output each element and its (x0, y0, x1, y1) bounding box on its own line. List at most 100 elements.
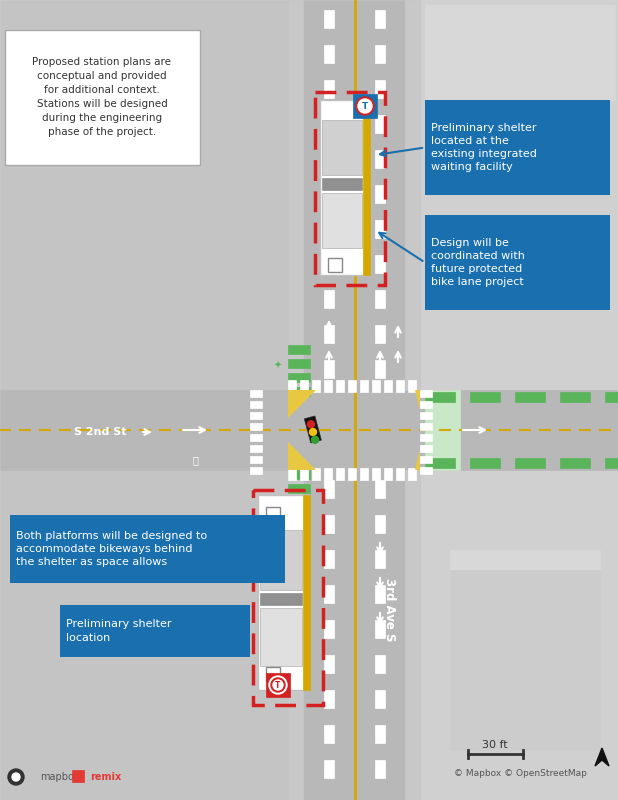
Bar (408, 380, 416, 392)
Bar (250, 456, 262, 463)
Bar (425, 215, 610, 310)
Circle shape (269, 676, 287, 694)
Bar (304, 416, 321, 443)
Bar (375, 325, 385, 343)
Bar (0, 390, 618, 470)
Text: remix: remix (90, 772, 121, 782)
Bar (375, 150, 385, 168)
Bar (288, 373, 310, 382)
Bar (322, 178, 362, 190)
Polygon shape (415, 450, 420, 470)
Bar (324, 150, 334, 168)
Bar (250, 445, 262, 452)
Bar (353, 94, 377, 118)
Text: Preliminary shelter
location: Preliminary shelter location (66, 619, 172, 642)
Bar (324, 725, 334, 743)
Bar (450, 570, 600, 750)
Bar (266, 673, 290, 697)
Bar (324, 690, 334, 708)
Bar (324, 115, 334, 133)
Bar (384, 468, 392, 480)
Bar (425, 390, 460, 470)
Circle shape (311, 436, 318, 443)
Bar (420, 434, 432, 441)
Bar (405, 0, 420, 390)
Bar (336, 468, 344, 480)
Bar (375, 220, 385, 238)
Bar (360, 468, 368, 480)
Text: ✦: ✦ (274, 361, 282, 371)
Bar (253, 490, 323, 705)
Bar (324, 620, 334, 638)
Bar (72, 770, 84, 782)
Bar (420, 0, 618, 390)
Bar (260, 608, 302, 666)
Bar (288, 468, 296, 480)
Polygon shape (288, 390, 316, 418)
Bar (324, 760, 334, 778)
Bar (324, 515, 334, 533)
Bar (375, 620, 385, 638)
Bar (250, 412, 262, 419)
Bar (303, 495, 310, 690)
Bar (384, 380, 392, 392)
Bar (250, 423, 262, 430)
Circle shape (358, 99, 372, 113)
Bar (320, 100, 370, 275)
Circle shape (8, 769, 24, 785)
Bar (363, 100, 370, 275)
Bar (250, 401, 262, 408)
Text: © Mapbox © OpenStreetMap: © Mapbox © OpenStreetMap (454, 769, 586, 778)
Bar (420, 456, 432, 463)
Text: 3rd Ave S: 3rd Ave S (384, 578, 397, 642)
Bar (324, 80, 334, 98)
Bar (250, 467, 262, 474)
Bar (324, 550, 334, 568)
Text: T: T (362, 102, 368, 111)
Text: 30 ft: 30 ft (482, 740, 508, 750)
Bar (324, 255, 334, 273)
Bar (288, 0, 420, 800)
Bar (324, 655, 334, 673)
Bar (315, 92, 385, 285)
Bar (375, 115, 385, 133)
Bar (420, 470, 618, 800)
Bar (396, 468, 404, 480)
Bar (420, 445, 432, 452)
Bar (288, 0, 303, 390)
Bar (360, 380, 368, 392)
Bar (425, 392, 455, 402)
Bar (396, 380, 404, 392)
Text: mapbox: mapbox (40, 772, 79, 782)
Bar (324, 468, 332, 480)
Bar (328, 258, 342, 272)
Bar (288, 359, 310, 368)
Bar (260, 530, 302, 590)
Bar (288, 470, 310, 479)
Bar (605, 392, 618, 402)
Bar (405, 470, 420, 800)
Bar (260, 593, 302, 605)
Bar (515, 458, 545, 468)
Polygon shape (595, 748, 609, 766)
Bar (375, 290, 385, 308)
Bar (266, 667, 280, 681)
Circle shape (273, 680, 283, 690)
Text: T: T (275, 681, 281, 690)
Bar (322, 193, 362, 248)
Text: Preliminary shelter
located at the
existing integrated
waiting facility: Preliminary shelter located at the exist… (431, 122, 537, 172)
Bar (288, 345, 310, 354)
Bar (375, 185, 385, 203)
Bar (322, 120, 362, 175)
Bar (420, 390, 432, 397)
Circle shape (307, 421, 315, 428)
Bar (288, 380, 296, 392)
Circle shape (271, 678, 285, 692)
Bar (288, 484, 310, 493)
Bar (324, 10, 334, 28)
Bar (375, 80, 385, 98)
Text: 🚲: 🚲 (192, 455, 198, 465)
Bar (372, 380, 380, 392)
Bar (375, 725, 385, 743)
Bar (420, 412, 432, 419)
